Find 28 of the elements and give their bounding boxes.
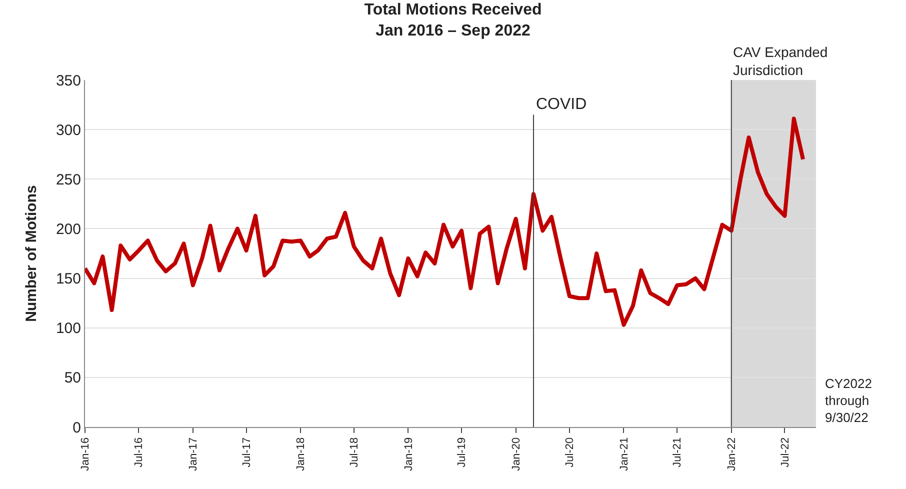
y-tick-label: 100 [56, 320, 81, 338]
y-tick-label: 350 [56, 72, 81, 90]
y-tick-label: 50 [64, 370, 81, 387]
x-tick-label: Jan-16 [80, 437, 92, 472]
x-tick-label: Jul-19 [456, 437, 468, 468]
chart-title: Total Motions Received Jan 2016 – Sep 2022 [364, 2, 542, 40]
x-tick-label: Jan-17 [187, 437, 200, 472]
y-axis-title: Number of Motions [23, 185, 40, 322]
x-tick-label: Jan-22 [726, 437, 738, 472]
text: CY2022 through 9/30/22 [825, 376, 872, 425]
y-tick-label: 200 [56, 220, 81, 238]
x-tick-label: Jul-22 [779, 437, 792, 468]
y-tick-label: 250 [56, 171, 81, 188]
x-tick-label: Jan-20 [510, 437, 522, 472]
x-tick-label: Jan-21 [618, 437, 630, 472]
line-series [85, 116, 806, 327]
x-tick-label: Jul-17 [240, 437, 253, 468]
y-tick-label: 300 [56, 122, 81, 139]
x-tick-label: Jan-18 [295, 437, 308, 472]
x-tick-label: Jul-21 [672, 437, 684, 468]
x-tick-label: Jul-16 [133, 437, 146, 468]
x-tick-label: Jan-19 [402, 437, 415, 472]
x-tick-label: Jul-20 [564, 437, 576, 468]
y-tick-label: 0 [72, 419, 81, 436]
y-tick-label: 150 [56, 270, 81, 288]
x-tick-label: Jul-18 [348, 437, 361, 468]
ref-line-label: COVID [536, 96, 587, 113]
band-label: CAV Expanded Jurisdiction [733, 44, 828, 78]
